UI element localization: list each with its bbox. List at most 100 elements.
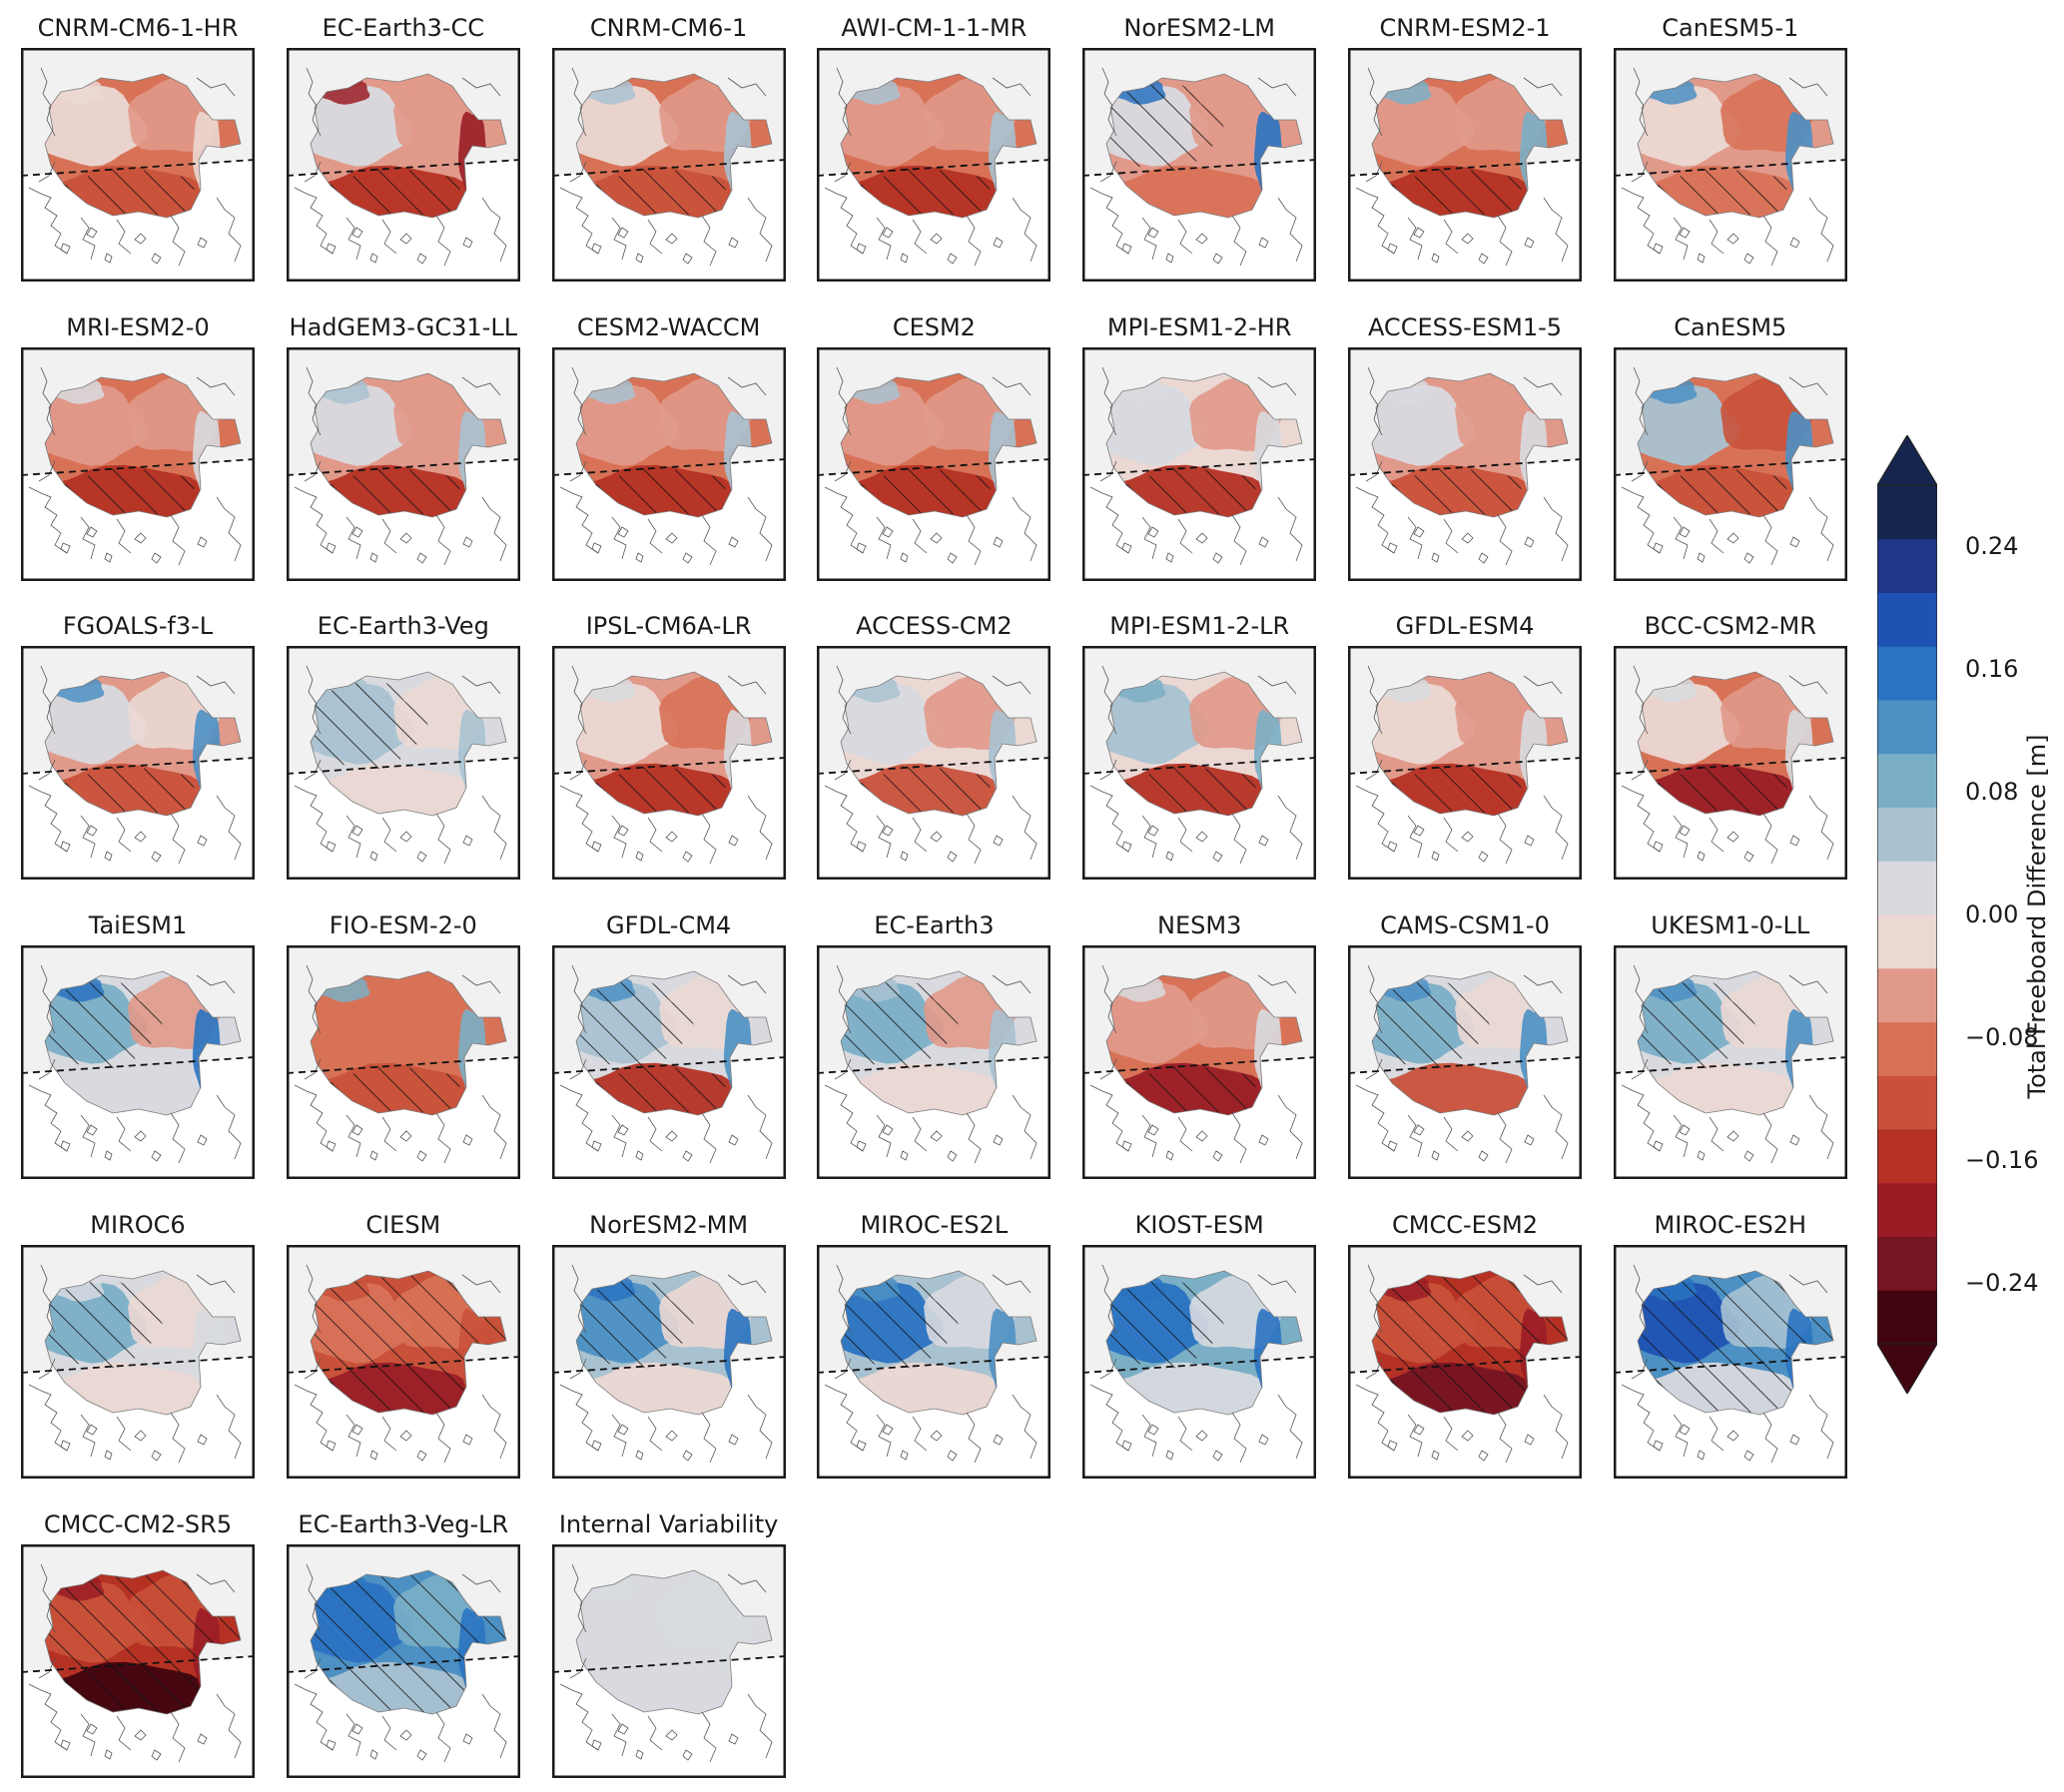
colorbar-segment — [1877, 861, 1937, 915]
coastline — [28, 1264, 242, 1463]
map-panel: BCC-CSM2-MR — [1613, 608, 1847, 888]
map-frame — [1348, 1244, 1582, 1479]
panel-title: FIO-ESM-2-0 — [329, 911, 477, 940]
ice-edge — [575, 1569, 773, 1714]
map-panel: FGOALS-f3-L — [21, 608, 255, 888]
panel-title: KIOST-ESM — [1134, 1210, 1264, 1239]
ice-edge — [840, 372, 1037, 518]
coastline — [294, 1264, 507, 1463]
latitude-line — [817, 159, 1051, 177]
map-frame — [21, 1543, 255, 1778]
colorbar-segment — [1877, 1129, 1937, 1184]
panel-title: FGOALS-f3-L — [62, 612, 214, 641]
coastline — [28, 666, 242, 865]
ice-edge — [44, 1270, 242, 1416]
significance-hatching — [844, 979, 960, 1069]
panel-title: CanESM5 — [1674, 312, 1787, 341]
ice-edge — [840, 671, 1037, 817]
coastline — [1355, 1264, 1569, 1463]
significance-hatching — [1108, 1278, 1225, 1369]
colorbar-tick-label: −0.24 — [1965, 1268, 2039, 1297]
map-panel: CanESM5-1 — [1613, 10, 1847, 290]
panel-title: ACCESS-ESM1-5 — [1367, 312, 1563, 341]
coastline — [1621, 67, 1834, 267]
colorbar-label: Total Freeboard Difference [m] — [2023, 734, 2051, 1099]
map-panel: CNRM-CM6-1-HR — [21, 10, 255, 290]
latitude-line — [551, 1056, 786, 1074]
latitude-line — [1348, 1056, 1582, 1074]
arctic-map — [286, 646, 520, 881]
map-frame — [286, 646, 520, 881]
panel-title: CESM2-WACCM — [576, 312, 761, 341]
significance-hatching — [578, 979, 729, 1115]
map-panel: CMCC-ESM2 — [1348, 1207, 1582, 1487]
latitude-line — [551, 1355, 786, 1374]
panel-title: NorESM2-LM — [1123, 14, 1275, 42]
panel-title: TaiESM1 — [88, 911, 188, 940]
map-frame — [21, 48, 255, 282]
coastline — [1090, 67, 1303, 267]
latitude-line — [1082, 757, 1317, 776]
map-panel: NorESM2-LM — [1082, 10, 1317, 290]
panel-title: EC-Earth3-Veg-LR — [298, 1509, 509, 1538]
colorbar-tick-label: −0.08 — [1965, 1022, 2039, 1051]
ice-edge — [1637, 73, 1834, 219]
significance-hatching — [1374, 979, 1490, 1069]
coastline — [559, 67, 773, 267]
arctic-map — [286, 945, 520, 1180]
colorbar-tick-label: 0.24 — [1965, 532, 2019, 561]
ice-edge — [1637, 372, 1834, 518]
coastline — [1355, 67, 1569, 267]
map-panel: EC-Earth3-CC — [286, 10, 520, 290]
map-frame — [1613, 346, 1847, 581]
ice-edge — [1371, 970, 1569, 1116]
map-frame — [817, 346, 1051, 581]
arctic-map — [551, 48, 786, 282]
map-panel: FIO-ESM-2-0 — [286, 907, 520, 1187]
arctic-map — [286, 346, 520, 581]
coastline — [294, 67, 507, 267]
map-panel: MIROC6 — [21, 1207, 255, 1487]
map-frame — [817, 1244, 1051, 1479]
coastline — [1090, 366, 1303, 565]
panel-title: CAMS-CSM1-0 — [1380, 911, 1550, 940]
colorbar-tick-label: 0.00 — [1965, 900, 2019, 928]
map-frame — [1613, 1244, 1847, 1479]
significance-hatching — [310, 1270, 506, 1415]
panel-title: BCC-CSM2-MR — [1644, 612, 1816, 641]
map-frame — [817, 48, 1051, 282]
map-panel: CESM2-WACCM — [551, 309, 786, 589]
map-panel: MIROC-ES2L — [817, 1207, 1051, 1487]
panel-title: AWI-CM-1-1-MR — [841, 14, 1028, 42]
latitude-line — [817, 457, 1051, 476]
map-panel: AWI-CM-1-1-MR — [817, 10, 1051, 290]
ice-edge — [1637, 970, 1834, 1116]
map-frame — [21, 346, 255, 581]
coastline — [294, 964, 507, 1164]
latitude-line — [286, 757, 520, 776]
panel-title: EC-Earth3 — [874, 911, 995, 940]
coastline — [1621, 366, 1834, 565]
coastline — [825, 1264, 1037, 1463]
arctic-map — [551, 346, 786, 581]
arctic-map — [1613, 945, 1847, 1180]
arctic-map — [551, 1543, 786, 1778]
panel-title: GFDL-ESM4 — [1395, 612, 1535, 641]
map-panel: UKESM1-0-LL — [1613, 907, 1847, 1187]
ice-edge — [44, 1569, 242, 1714]
panel-title: GFDL-CM4 — [605, 911, 732, 940]
latitude-line — [286, 1056, 520, 1074]
map-frame — [1082, 1244, 1317, 1479]
ice-edge — [44, 671, 242, 817]
ice-edge — [1105, 1270, 1303, 1416]
colorbar-segment — [1877, 967, 1937, 1022]
map-panel: HadGEM3-GC31-LL — [286, 309, 520, 589]
arctic-map — [551, 646, 786, 881]
map-frame — [286, 1244, 520, 1479]
map-frame — [1082, 945, 1317, 1180]
map-frame — [1348, 346, 1582, 581]
ice-edge — [310, 1270, 507, 1416]
colorbar-extend-min — [1877, 1343, 1937, 1394]
ice-edge — [840, 1270, 1037, 1416]
